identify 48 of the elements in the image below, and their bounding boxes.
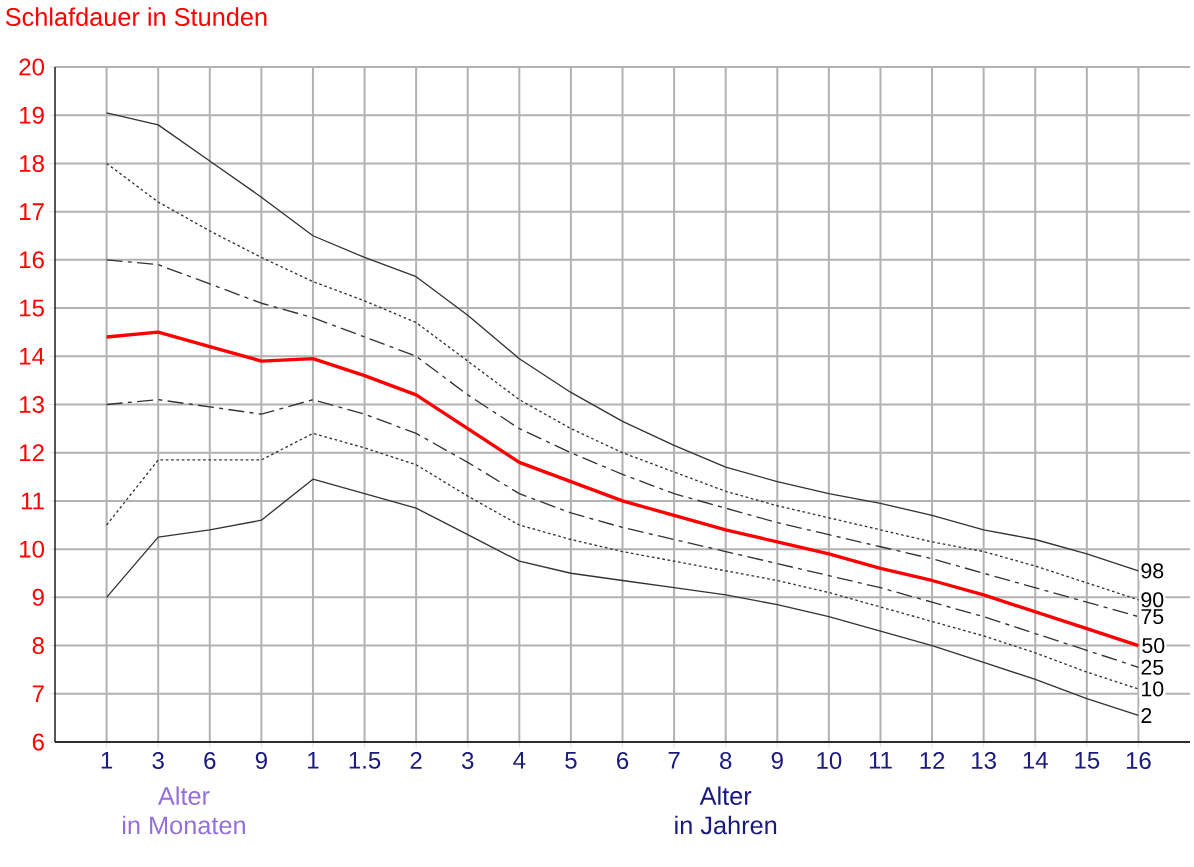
series-label: 25 [1141,659,1164,675]
x-tick-label: 4 [513,752,526,769]
x-tick-label: 2 [410,752,422,769]
y-tick-label: 13 [20,395,44,413]
text: in Monaten [123,815,245,835]
y-tick-label: 15 [20,299,44,317]
x-tick-label: 7 [668,752,680,769]
x-tick-label: 11 [869,752,892,769]
y-tick-label: 11 [21,492,44,510]
x-tick-label: 10 [817,752,842,770]
y-tick-label: 12 [20,444,44,462]
x-tick-label: 1.5 [349,752,381,769]
y-tick-label: 19 [20,106,44,124]
series-label: 98 [1141,563,1164,579]
x-tick-label: 12 [920,752,945,769]
y-tick-label: 16 [20,251,44,269]
text: Alter [699,786,752,805]
x-tick-label: 9 [255,752,267,770]
y-tick-label: 8 [32,637,44,655]
x-tick-label: 5 [565,752,577,769]
series-label: 90 [1141,592,1164,608]
x-tick-label: 14 [1023,752,1048,769]
series-label: 50 [1142,638,1165,654]
x-tick-label: 3 [461,752,474,770]
x-tick-label: 1 [308,752,319,769]
text: Alter [157,786,210,805]
text: in Jahren [675,815,777,835]
x-tick-label: 6 [617,752,629,770]
series-label: 10 [1142,681,1164,697]
y-tick-label: 7 [32,685,44,703]
y-axis-title: Schlafdauer in Stunden [5,7,267,26]
y-tick-label: 17 [20,203,44,220]
x-tick-label: 1 [101,752,113,769]
series-label: 2 [1141,708,1152,723]
y-tick-label: 20 [19,58,45,76]
x-tick-label: 6 [204,752,216,770]
y-tick-label: 18 [20,154,44,172]
y-tick-label: 14 [20,348,45,365]
x-tick-label: 3 [152,752,164,770]
x-tick-label: 15 [1075,752,1100,769]
y-tick-label: 9 [32,588,44,606]
x-tick-label: 8 [720,752,732,770]
y-tick-label: 6 [32,733,44,751]
x-tick-label: 16 [1126,752,1151,770]
x-tick-label: 9 [771,752,783,770]
x-tick-label: 13 [972,752,996,770]
series-label: 75 [1141,609,1164,625]
y-tick-label: 10 [20,540,45,558]
